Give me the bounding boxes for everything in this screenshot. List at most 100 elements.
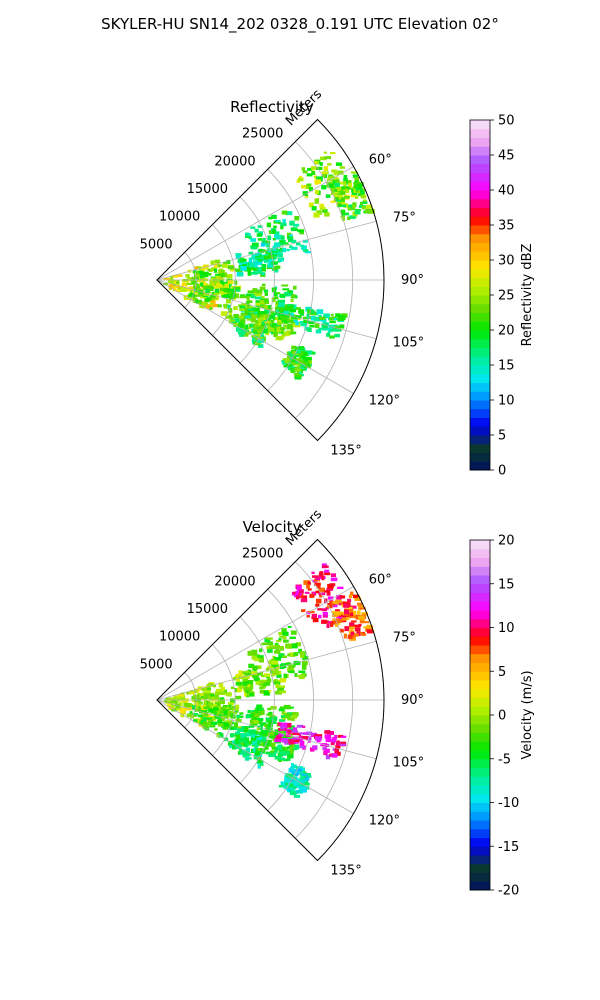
polar-grid	[156, 561, 384, 839]
field-cell	[272, 254, 278, 257]
field-cell	[214, 259, 221, 263]
field-cell	[310, 166, 316, 170]
field-cell	[329, 320, 336, 324]
field-cell	[339, 743, 347, 746]
field-cell	[211, 717, 216, 720]
field-cell	[279, 646, 284, 651]
field-cell	[341, 735, 347, 738]
field-cell	[244, 672, 252, 676]
field-cell	[200, 696, 205, 699]
field-cell	[244, 332, 249, 337]
field-cell	[256, 717, 264, 722]
field-cell	[334, 191, 340, 194]
field-cell	[282, 635, 287, 640]
field-cell	[284, 706, 292, 710]
field-cell	[259, 671, 264, 676]
field-cell	[266, 251, 273, 256]
field-cell	[257, 270, 262, 273]
field-cell	[244, 741, 248, 746]
field-cell	[200, 705, 207, 710]
field-cell	[227, 265, 235, 270]
colorbar-band	[470, 881, 490, 891]
azimuth-line	[156, 279, 354, 394]
field-cell	[232, 708, 239, 712]
field-cell	[198, 707, 202, 711]
field-cell	[213, 292, 219, 296]
field-cell	[287, 653, 291, 657]
field-cell	[218, 268, 224, 271]
field-cell	[287, 717, 294, 721]
field-cell	[288, 665, 293, 669]
field-cell	[282, 631, 289, 636]
field-cell	[255, 302, 261, 306]
colorbar-band	[470, 732, 490, 742]
field-cell	[206, 304, 213, 309]
field-cell	[207, 713, 211, 718]
field-cell	[259, 648, 263, 653]
field-cell	[341, 617, 347, 621]
field-cell	[274, 233, 279, 238]
field-cell	[286, 722, 292, 728]
field-cell	[284, 358, 290, 362]
field-cell	[260, 748, 265, 752]
field-cell	[274, 749, 278, 752]
field-cell	[275, 731, 283, 736]
field-cell	[292, 362, 296, 366]
field-cell	[335, 751, 341, 756]
field-cell	[358, 193, 364, 196]
field-cell	[274, 657, 282, 661]
field-cell	[349, 629, 354, 632]
colorbar-band	[470, 828, 490, 838]
field-cell	[215, 283, 223, 288]
field-cell	[278, 312, 284, 317]
field-cell	[260, 267, 267, 272]
field-cell	[233, 323, 239, 326]
field-cell	[249, 714, 253, 718]
colorbar-band	[470, 286, 490, 296]
colorbar-tick-label: -20	[498, 884, 519, 899]
field-cell	[185, 274, 190, 278]
field-cell	[202, 271, 209, 275]
field-cell	[299, 735, 303, 741]
field-cell	[311, 591, 317, 596]
field-cell	[245, 232, 249, 237]
field-cell	[274, 219, 281, 223]
colorbar-band	[470, 750, 490, 760]
field-cell	[280, 731, 285, 735]
field-cell	[285, 713, 291, 718]
colorbar-band	[470, 706, 490, 716]
field-cell	[209, 307, 213, 310]
field-cell	[277, 321, 283, 325]
colorbar-tick-label: 25	[498, 289, 515, 304]
field-cell	[324, 734, 331, 739]
field-cell	[224, 737, 229, 742]
field-cell	[296, 595, 300, 600]
field-cell	[290, 298, 294, 302]
field-cell	[258, 335, 264, 341]
field-cell	[268, 230, 274, 234]
field-cell	[322, 565, 329, 568]
field-cell	[304, 251, 312, 254]
field-cell	[240, 257, 244, 262]
field-cell	[199, 294, 205, 297]
field-cell	[340, 595, 346, 599]
field-cell	[283, 639, 289, 643]
field-cell	[254, 307, 260, 312]
field-cell	[229, 733, 235, 738]
field-cell	[260, 311, 267, 314]
field-cell	[350, 605, 357, 609]
field-cell	[247, 271, 252, 276]
field-cell	[318, 587, 325, 593]
field-cell	[202, 725, 209, 729]
field-cell	[257, 331, 262, 336]
field-cell	[312, 575, 319, 578]
field-cell	[324, 156, 332, 160]
field-cell	[278, 252, 283, 258]
colorbar-band	[470, 260, 490, 270]
field-cell	[256, 727, 260, 730]
colorbar-tick-label: 5	[498, 665, 506, 680]
colorbar-band	[470, 382, 490, 392]
colorbar-band	[470, 408, 490, 418]
field-cell	[316, 210, 322, 215]
field-cell	[221, 699, 225, 704]
